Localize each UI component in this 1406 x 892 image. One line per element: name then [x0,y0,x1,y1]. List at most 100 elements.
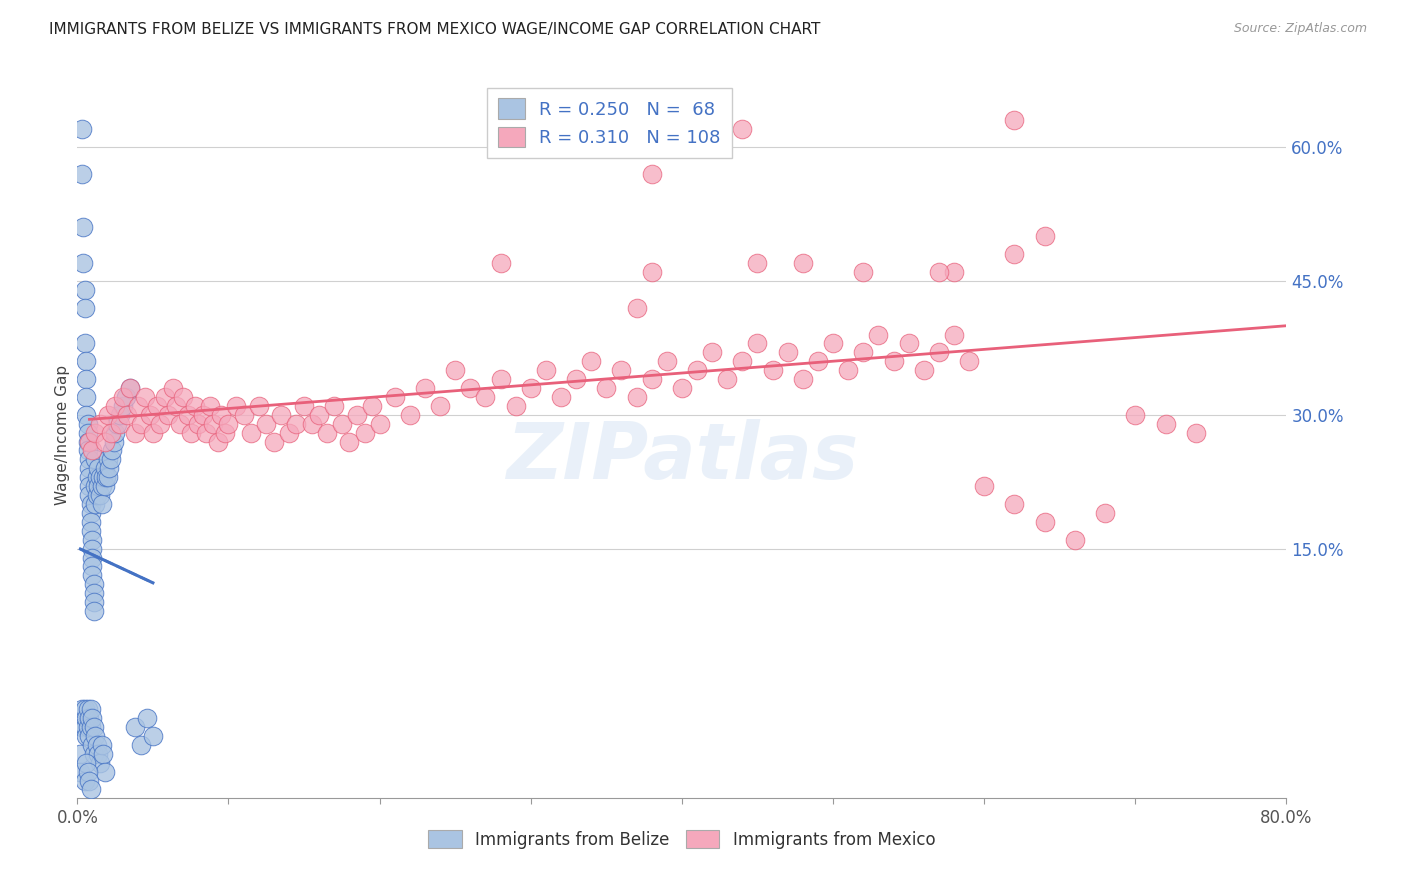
Point [489,372,512,386]
Point [79,434,101,449]
Point [928,265,950,279]
Point [75,711,97,725]
Point [474,390,496,404]
Point [103,434,125,449]
Point [77,720,100,734]
Point [69,747,91,761]
Point [429,399,451,413]
Point [75,372,97,386]
Point [79,479,101,493]
Point [308,408,330,422]
Point [93,461,115,475]
Point [84,425,107,440]
Point [146,399,169,413]
Point [323,399,346,413]
Point [83,604,105,618]
Point [942,327,965,342]
Point [120,381,142,395]
Point [209,408,232,422]
Point [83,720,105,734]
Point [626,301,648,315]
Point [747,256,769,270]
Point [1033,515,1056,529]
Point [70,720,93,734]
Point [135,711,157,725]
Point [84,479,107,493]
Point [90,497,112,511]
Point [139,408,162,422]
Point [80,515,103,529]
Point [240,425,263,440]
Point [80,720,103,734]
Point [82,443,104,458]
Y-axis label: Wage/Income Gap: Wage/Income Gap [55,365,70,505]
Point [73,702,96,716]
Point [214,425,236,440]
Point [82,738,104,752]
Point [792,372,814,386]
Point [93,764,115,779]
Point [1094,506,1116,520]
Point [79,470,101,484]
Point [169,417,191,431]
Point [83,747,105,761]
Point [114,390,136,404]
Point [70,167,93,181]
Point [79,773,101,788]
Point [104,399,127,413]
Point [837,363,859,377]
Point [82,541,104,556]
Point [94,470,117,484]
Point [292,399,315,413]
Point [120,381,142,395]
Point [86,470,108,484]
Point [247,399,270,413]
Point [111,399,134,413]
Point [77,764,100,779]
Point [96,452,118,467]
Point [263,434,285,449]
Point [80,702,103,716]
Point [129,738,152,752]
Point [200,399,222,413]
Point [776,345,799,359]
Point [1004,113,1026,128]
Point [232,408,254,422]
Point [79,452,101,467]
Point [942,265,965,279]
Point [104,425,127,440]
Point [100,452,122,467]
Point [96,470,118,484]
Point [973,479,995,493]
Point [80,506,103,520]
Point [90,479,112,493]
Point [105,417,128,431]
Point [124,425,146,440]
Point [87,747,110,761]
Point [84,452,107,467]
Point [807,354,830,368]
Point [70,122,93,136]
Point [129,417,152,431]
Point [957,354,980,368]
Point [1004,247,1026,261]
Point [1154,417,1177,431]
Point [111,390,134,404]
Point [89,417,111,431]
Point [75,756,97,770]
Point [77,702,100,716]
Point [75,390,97,404]
Point [184,399,207,413]
Point [641,372,664,386]
Point [93,434,115,449]
Point [83,595,105,609]
Point [194,425,217,440]
Point [626,390,648,404]
Point [702,345,724,359]
Point [368,417,391,431]
Point [315,425,337,440]
Point [80,497,103,511]
Point [550,390,572,404]
Point [69,764,91,779]
Point [337,434,360,449]
